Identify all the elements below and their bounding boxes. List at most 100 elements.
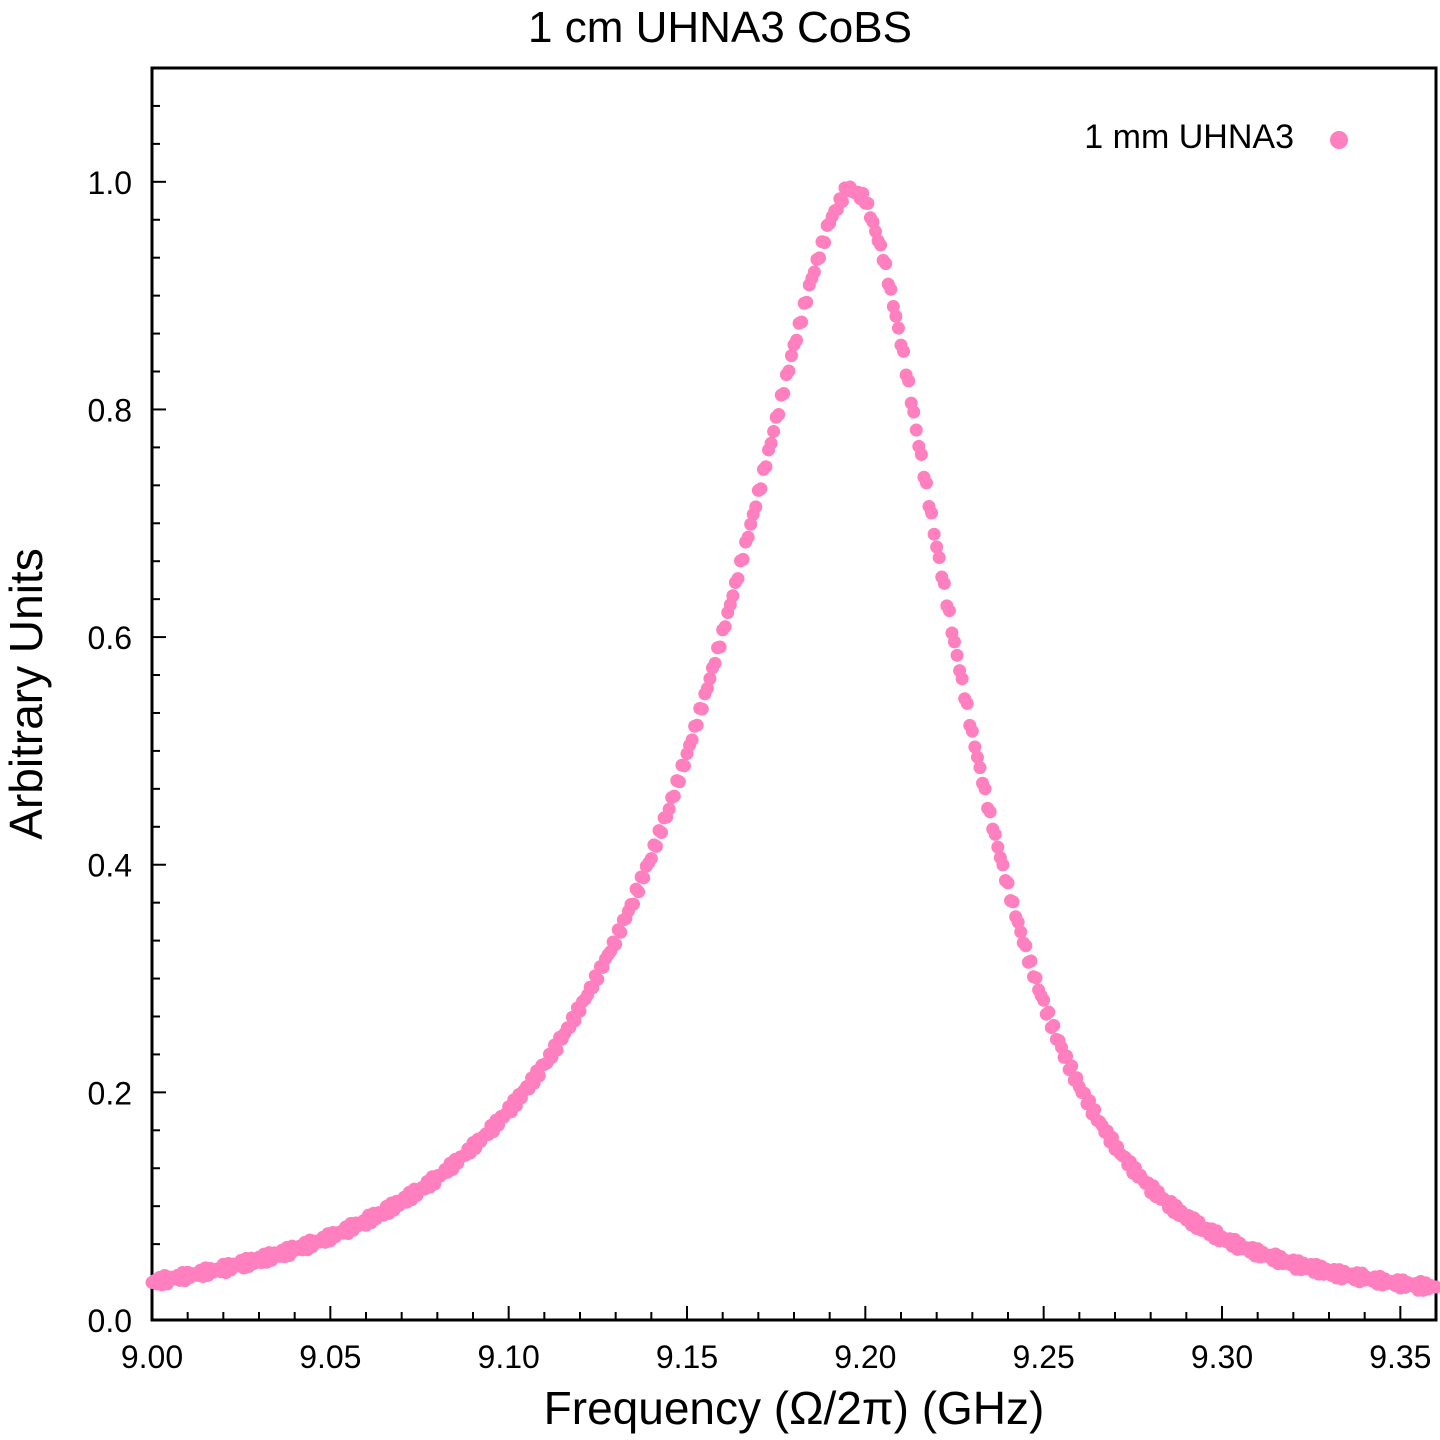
data-point [960, 696, 974, 710]
data-point [726, 589, 740, 603]
data-point [879, 257, 893, 271]
data-point [818, 235, 832, 249]
data-point [1014, 925, 1028, 939]
data-point [632, 885, 646, 899]
data-point [807, 265, 821, 279]
data-point [677, 759, 691, 773]
data-point [749, 500, 763, 514]
data-point [1429, 1280, 1440, 1294]
data-point [955, 672, 969, 686]
data-point [700, 681, 714, 695]
data-point [983, 805, 997, 819]
data-point [891, 321, 905, 335]
data-point [886, 299, 900, 313]
x-tick-label: 9.00 [121, 1339, 183, 1375]
data-point [667, 789, 681, 803]
y-tick-label: 1.0 [88, 165, 132, 201]
legend: 1 mm UHNA3 [1084, 118, 1348, 156]
data-point [1042, 1005, 1056, 1019]
data-point [795, 315, 809, 329]
data-point [764, 436, 778, 450]
x-tick-label: 9.05 [299, 1339, 361, 1375]
data-point [948, 635, 961, 649]
data-point [919, 476, 933, 490]
data-point [550, 1043, 564, 1057]
data-point [1001, 876, 1015, 890]
data-point [1088, 1103, 1102, 1117]
data-point [932, 551, 946, 565]
data-point [718, 620, 732, 634]
x-tick-label: 9.10 [478, 1339, 540, 1375]
data-point [1065, 1059, 1079, 1073]
data-point [695, 702, 709, 716]
data-point [614, 925, 628, 939]
data-point [672, 775, 686, 789]
data-point [759, 460, 773, 474]
data-point [627, 897, 640, 911]
data-point [685, 733, 699, 747]
data-point [812, 251, 826, 265]
data-point [655, 826, 669, 840]
data-point [996, 858, 1010, 872]
data-point [662, 802, 676, 816]
y-tick-label: 0.8 [88, 392, 132, 428]
data-point [754, 482, 768, 496]
data-point [927, 527, 941, 541]
data-point [782, 364, 796, 378]
y-tick-label: 0.4 [88, 848, 132, 884]
data-point [909, 423, 923, 437]
data-point [1024, 954, 1038, 968]
data-point [861, 196, 875, 210]
data-point [703, 672, 717, 686]
y-tick-label: 0.6 [88, 620, 132, 656]
data-point [937, 576, 951, 590]
data-point [1037, 993, 1051, 1007]
data-point [988, 827, 1002, 841]
data-point [784, 349, 798, 363]
data-point [991, 840, 1005, 854]
data-point [767, 424, 781, 438]
data-point [772, 408, 786, 422]
data-point [568, 1014, 582, 1028]
legend-marker [1330, 131, 1348, 149]
data-point [914, 448, 928, 462]
data-point [1019, 939, 1033, 953]
data-point [950, 648, 964, 662]
legend-label: 1 mm UHNA3 [1084, 118, 1294, 156]
x-tick-label: 9.20 [834, 1339, 896, 1375]
data-point [800, 295, 814, 309]
data-point [835, 194, 849, 208]
data-points [145, 180, 1440, 1297]
data-point [970, 750, 984, 764]
data-point [736, 552, 750, 566]
data-point [741, 530, 755, 544]
data-point [790, 333, 804, 347]
x-tick-label: 9.25 [1013, 1339, 1075, 1375]
data-point [777, 387, 791, 401]
data-point [591, 972, 605, 986]
y-tick-label: 0.0 [88, 1303, 132, 1339]
data-point [874, 238, 888, 252]
plot-frame [150, 66, 1438, 1322]
data-point [907, 405, 921, 419]
data-point [856, 186, 870, 200]
data-point [1011, 915, 1025, 929]
data-point [942, 604, 956, 618]
y-axis-title: Arbitrary Units [0, 548, 52, 839]
data-point [889, 309, 903, 323]
y-axis: 0.0 0.2 0.4 0.6 0.8 1.0 [88, 104, 166, 1339]
data-point [731, 572, 745, 586]
data-point [644, 852, 658, 866]
x-axis-title: Frequency (Ω/2π) (GHz) [544, 1382, 1045, 1434]
chart-title: 1 cm UHNA3 CoBS [528, 3, 912, 52]
y-tick-label: 0.2 [88, 1075, 132, 1111]
x-tick-label: 9.35 [1369, 1339, 1431, 1375]
data-point [965, 724, 979, 738]
x-tick-label: 9.15 [656, 1339, 718, 1375]
data-point [1006, 895, 1020, 909]
data-point [1029, 971, 1043, 985]
data-point [609, 937, 623, 951]
data-point [690, 718, 704, 732]
data-point [708, 656, 722, 670]
